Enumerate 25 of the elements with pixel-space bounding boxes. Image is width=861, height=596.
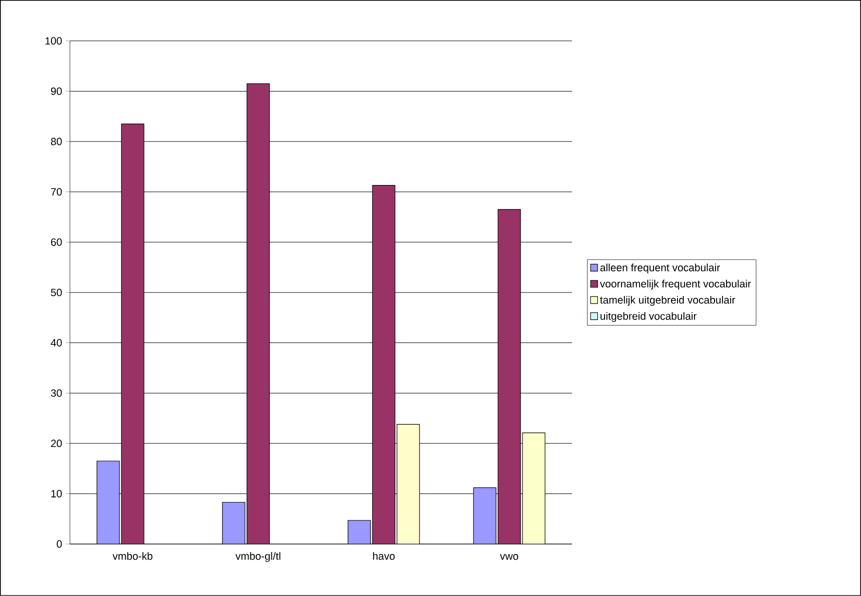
- y-tick-label: 0: [56, 540, 62, 548]
- legend-label: uitgebreid vocabulair: [600, 312, 697, 322]
- y-tick-label: 80: [50, 138, 62, 146]
- y-tick-label: 40: [50, 339, 62, 347]
- x-tick-label: vmbo-kb: [112, 552, 152, 560]
- y-tick-label: 20: [51, 440, 62, 448]
- y-tick-label: 50: [50, 288, 62, 296]
- x-tick-label: havo: [373, 552, 395, 560]
- legend-label: alleen frequent vocabulair: [600, 264, 720, 274]
- y-tick-label: 30: [50, 389, 62, 397]
- bar: [473, 487, 496, 544]
- y-tick-label: 100: [46, 37, 62, 45]
- y-tick-label: 10: [51, 490, 62, 498]
- bar: [348, 520, 371, 544]
- x-tick-label: vmbo-gl/tl: [235, 552, 280, 562]
- bar: [522, 432, 546, 544]
- x-tick-label: vwo: [500, 554, 518, 560]
- bar: [396, 424, 420, 544]
- y-tick-label: 90: [51, 88, 62, 95]
- legend-label: tamelijk uitgebreid vocabulair: [600, 296, 736, 306]
- legend-label: voornamelijk frequent vocabulair: [600, 280, 751, 290]
- bar: [96, 460, 120, 544]
- y-tick-label: 60: [51, 238, 62, 246]
- y-tick-label: 70: [51, 188, 62, 196]
- bar: [222, 502, 246, 544]
